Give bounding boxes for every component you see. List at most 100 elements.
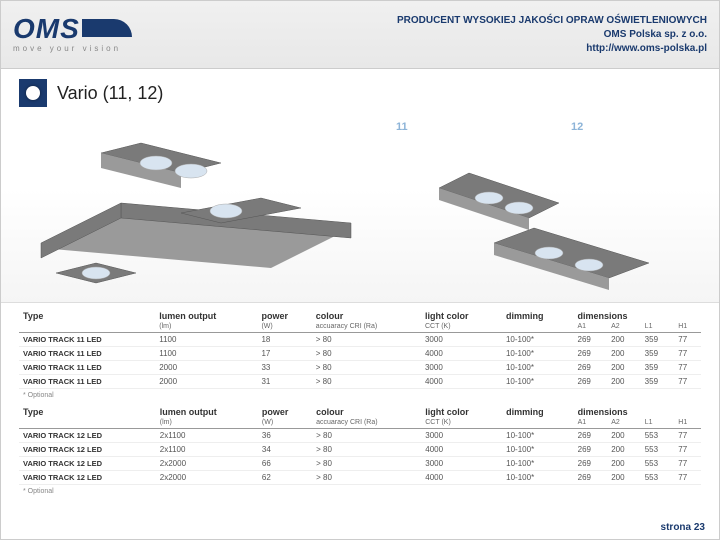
table-cell: VARIO TRACK 12 LED <box>19 471 156 485</box>
table-cell: 359 <box>641 361 675 375</box>
table-cell: 10-100* <box>502 457 573 471</box>
table-cell: 2000 <box>155 361 257 375</box>
table-cell: 2x2000 <box>156 457 258 471</box>
logo-swoosh-icon <box>82 19 132 37</box>
table-cell: 33 <box>257 361 311 375</box>
table-cell: VARIO TRACK 12 LED <box>19 457 156 471</box>
table-cell: 4000 <box>421 347 502 361</box>
table-11-group-row: Type lumen output power colour light col… <box>19 307 701 321</box>
section-icon <box>19 79 47 107</box>
table-cell: 31 <box>257 375 311 389</box>
table-cell: > 80 <box>312 347 421 361</box>
logo-letters: OMS <box>13 13 80 44</box>
table-cell: 77 <box>674 429 701 443</box>
table-12-optional: * Optional <box>19 487 701 499</box>
table-row: VARIO TRACK 12 LED2x200062> 80400010-100… <box>19 471 701 485</box>
logo: OMS move your vision <box>13 16 132 52</box>
table-cell: 10-100* <box>502 375 574 389</box>
table-cell: > 80 <box>312 457 421 471</box>
table-cell: > 80 <box>312 429 421 443</box>
table-row: VARIO TRACK 11 LED110017> 80400010-100*2… <box>19 347 701 361</box>
table-cell: 2000 <box>155 375 257 389</box>
table-11-body: VARIO TRACK 11 LED110018> 80300010-100*2… <box>19 333 701 389</box>
table-cell: 269 <box>574 429 608 443</box>
table-cell: VARIO TRACK 12 LED <box>19 443 156 457</box>
table-cell: 200 <box>607 429 641 443</box>
table-cell: 77 <box>674 443 701 457</box>
table-cell: 10-100* <box>502 347 574 361</box>
table-cell: 1100 <box>155 333 257 347</box>
table-cell: 77 <box>674 471 701 485</box>
table-cell: 1100 <box>155 347 257 361</box>
table-11-optional: * Optional <box>19 391 701 403</box>
table-cell: 359 <box>641 333 675 347</box>
table-cell: VARIO TRACK 12 LED <box>19 429 156 443</box>
product-render-11 <box>31 123 361 293</box>
product-images: 11 12 <box>1 113 719 303</box>
col-lumen: lumen output <box>155 307 257 321</box>
table-cell: 77 <box>674 457 701 471</box>
table-cell: 200 <box>607 375 641 389</box>
table-row: VARIO TRACK 12 LED2x200066> 80300010-100… <box>19 457 701 471</box>
table-cell: 10-100* <box>502 471 573 485</box>
table-cell: VARIO TRACK 11 LED <box>19 347 155 361</box>
table-cell: 269 <box>574 347 608 361</box>
table-12-body: VARIO TRACK 12 LED2x110036> 80300010-100… <box>19 429 701 485</box>
table-cell: 200 <box>607 443 641 457</box>
page-header: OMS move your vision PRODUCENT WYSOKIEJ … <box>1 1 719 69</box>
table-row: VARIO TRACK 11 LED200031> 80400010-100*2… <box>19 375 701 389</box>
table-cell: > 80 <box>312 443 421 457</box>
table-cell: 269 <box>574 375 608 389</box>
table-11-head: Type lumen output power colour light col… <box>19 307 701 333</box>
table-cell: 10-100* <box>502 361 574 375</box>
table-cell: 3000 <box>421 429 502 443</box>
table-cell: 553 <box>641 429 675 443</box>
table-cell: 10-100* <box>502 429 573 443</box>
table-cell: > 80 <box>312 333 421 347</box>
table-cell: 269 <box>574 361 608 375</box>
table-cell: 3000 <box>421 457 502 471</box>
spec-table-11: Type lumen output power colour light col… <box>19 307 701 389</box>
table-12-sub-row: (lm) (W) accuaracy CRI (Ra) CCT (K) A1 A… <box>19 417 701 429</box>
table-cell: 66 <box>258 457 312 471</box>
table-cell: 553 <box>641 471 675 485</box>
table-cell: 4000 <box>421 471 502 485</box>
header-company-text: PRODUCENT WYSOKIEJ JAKOŚCI OPRAW OŚWIETL… <box>397 14 707 56</box>
table-cell: 3000 <box>421 333 502 347</box>
table-cell: 269 <box>574 471 608 485</box>
table-cell: 359 <box>641 347 675 361</box>
table-cell: 10-100* <box>502 333 574 347</box>
table-cell: 17 <box>257 347 311 361</box>
table-cell: 359 <box>641 375 675 389</box>
logo-tagline: move your vision <box>13 44 121 53</box>
header-line3: http://www.oms-polska.pl <box>397 42 707 56</box>
header-line2: OMS Polska sp. z o.o. <box>397 28 707 42</box>
table-cell: 2x1100 <box>156 429 258 443</box>
table-cell: 2x1100 <box>156 443 258 457</box>
table-cell: 4000 <box>421 375 502 389</box>
table-row: VARIO TRACK 12 LED2x110036> 80300010-100… <box>19 429 701 443</box>
table-11-sub-row: (lm) (W) accuaracy CRI (Ra) CCT (K) A1 A… <box>19 321 701 333</box>
table-cell: 2x2000 <box>156 471 258 485</box>
page-footer: strona 23 <box>661 522 705 533</box>
table-cell: > 80 <box>312 471 421 485</box>
col-dimming: dimming <box>502 307 574 321</box>
table-cell: 200 <box>607 333 641 347</box>
table-row: VARIO TRACK 12 LED2x110034> 80400010-100… <box>19 443 701 457</box>
table-cell: 18 <box>257 333 311 347</box>
table-cell: 200 <box>607 361 641 375</box>
table-cell: 200 <box>607 347 641 361</box>
col-type: Type <box>19 307 155 321</box>
table-cell: 269 <box>574 333 608 347</box>
image-label-12: 12 <box>571 121 583 133</box>
table-cell: 269 <box>574 443 608 457</box>
table-cell: 36 <box>258 429 312 443</box>
col-colour: colour <box>312 307 421 321</box>
table-cell: 62 <box>258 471 312 485</box>
product-render-12 <box>429 138 659 298</box>
table-cell: VARIO TRACK 11 LED <box>19 375 155 389</box>
col-lightcolor: light color <box>421 307 502 321</box>
table-12-head: Type lumen output power colour light col… <box>19 403 701 429</box>
table-cell: > 80 <box>312 361 421 375</box>
table-cell: 34 <box>258 443 312 457</box>
